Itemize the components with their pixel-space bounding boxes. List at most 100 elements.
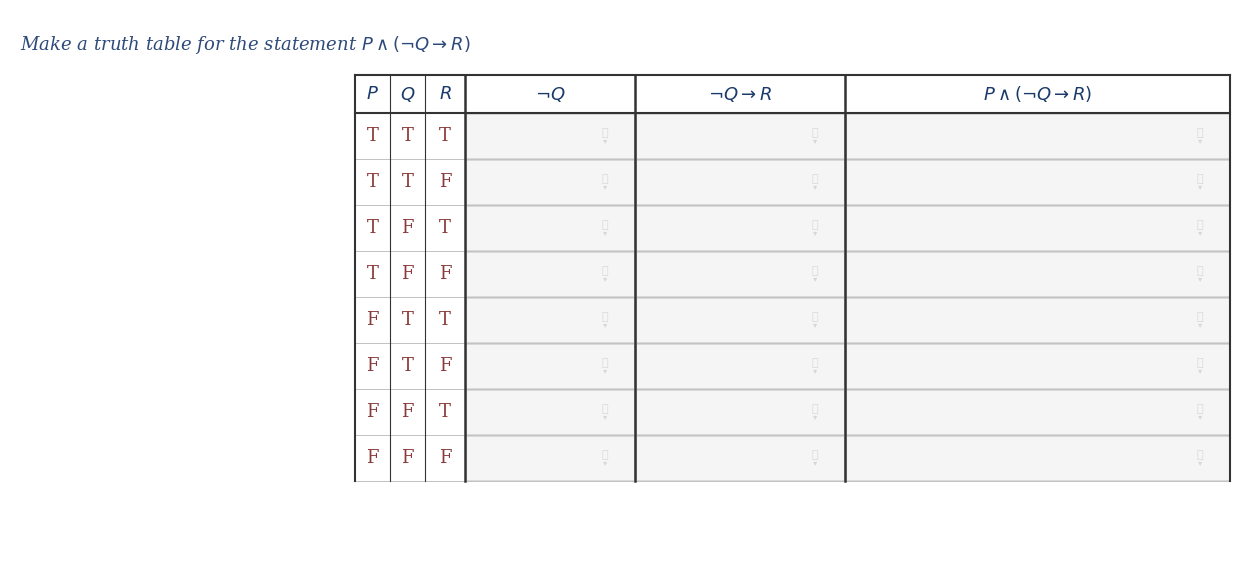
Text: T: T [439, 127, 450, 145]
Text: T: T [367, 173, 378, 191]
Bar [636, 252, 843, 296]
Text: ▾: ▾ [1198, 275, 1202, 283]
Text: 🖊: 🖊 [811, 404, 819, 414]
Text: ▾: ▾ [1198, 367, 1202, 376]
Text: F: F [439, 173, 452, 191]
Text: T: T [439, 311, 450, 329]
Text: 🖊: 🖊 [1197, 128, 1203, 138]
Bar [355, 75, 1230, 481]
Text: ▾: ▾ [812, 136, 817, 145]
Bar [636, 436, 843, 480]
Text: ▾: ▾ [603, 136, 607, 145]
Text: ▾: ▾ [603, 229, 607, 238]
Text: ▾: ▾ [812, 320, 817, 329]
Bar [846, 390, 1229, 434]
Text: F: F [402, 449, 414, 467]
Text: ▾: ▾ [812, 275, 817, 283]
Bar [636, 114, 843, 158]
Text: 🖊: 🖊 [811, 358, 819, 368]
Bar [466, 206, 634, 250]
Text: F: F [402, 219, 414, 237]
Text: F: F [439, 449, 452, 467]
Text: ▾: ▾ [812, 182, 817, 192]
Text: F: F [366, 449, 378, 467]
Text: 🖊: 🖊 [602, 450, 608, 460]
Text: ▾: ▾ [1198, 458, 1202, 467]
Text: 🖊: 🖊 [811, 174, 819, 184]
Bar [466, 344, 634, 388]
Bar [636, 298, 843, 342]
Text: ▾: ▾ [812, 458, 817, 467]
Text: 🖊: 🖊 [602, 128, 608, 138]
Bar [355, 75, 1230, 113]
Bar [466, 252, 634, 296]
Bar [636, 390, 843, 434]
Text: ▾: ▾ [1198, 136, 1202, 145]
Bar [466, 114, 634, 158]
Text: 🖊: 🖊 [1197, 174, 1203, 184]
Text: 🖊: 🖊 [602, 266, 608, 276]
Text: ▾: ▾ [603, 275, 607, 283]
Text: 🖊: 🖊 [602, 220, 608, 230]
Text: F: F [366, 311, 378, 329]
Bar [466, 390, 634, 434]
Bar [846, 252, 1229, 296]
Text: T: T [439, 219, 450, 237]
Text: 🖊: 🖊 [1197, 450, 1203, 460]
Text: ▾: ▾ [1198, 229, 1202, 238]
Text: ▾: ▾ [812, 413, 817, 421]
Text: ▾: ▾ [1198, 182, 1202, 192]
Text: ▾: ▾ [603, 182, 607, 192]
Text: F: F [366, 357, 378, 375]
Bar [846, 206, 1229, 250]
Text: 🖊: 🖊 [811, 312, 819, 322]
Text: 🖊: 🖊 [602, 404, 608, 414]
Text: F: F [402, 403, 414, 421]
Bar [846, 436, 1229, 480]
Text: ▾: ▾ [1198, 413, 1202, 421]
Text: 🖊: 🖊 [811, 266, 819, 276]
Bar [636, 160, 843, 204]
Text: ▾: ▾ [1198, 320, 1202, 329]
Bar [636, 206, 843, 250]
Text: $R$: $R$ [439, 85, 452, 103]
Text: ▾: ▾ [603, 320, 607, 329]
Text: Make a truth table for the statement $P \wedge (\neg Q \rightarrow R)$: Make a truth table for the statement $P … [20, 34, 470, 56]
Text: $\neg Q \rightarrow R$: $\neg Q \rightarrow R$ [708, 84, 773, 104]
Text: T: T [439, 403, 450, 421]
Text: F: F [402, 265, 414, 283]
Text: ▾: ▾ [603, 413, 607, 421]
Text: 🖊: 🖊 [811, 450, 819, 460]
Text: 🖊: 🖊 [811, 220, 819, 230]
Text: F: F [439, 357, 452, 375]
Bar [636, 344, 843, 388]
Bar [846, 298, 1229, 342]
Bar [466, 160, 634, 204]
Bar [466, 298, 634, 342]
Text: $Q$: $Q$ [399, 84, 415, 104]
Text: 🖊: 🖊 [1197, 312, 1203, 322]
Text: ▾: ▾ [812, 367, 817, 376]
Text: 🖊: 🖊 [1197, 266, 1203, 276]
Text: T: T [367, 219, 378, 237]
Text: 🖊: 🖊 [1197, 404, 1203, 414]
Text: $P$: $P$ [366, 85, 379, 103]
Text: 🖊: 🖊 [602, 358, 608, 368]
Text: ▾: ▾ [812, 229, 817, 238]
Bar [846, 160, 1229, 204]
Text: 🖊: 🖊 [1197, 220, 1203, 230]
Text: T: T [367, 265, 378, 283]
Text: 🖊: 🖊 [1197, 358, 1203, 368]
Text: F: F [439, 265, 452, 283]
Text: 🖊: 🖊 [602, 312, 608, 322]
Text: T: T [402, 127, 413, 145]
Text: ▾: ▾ [603, 367, 607, 376]
Text: T: T [367, 127, 378, 145]
Text: T: T [402, 357, 413, 375]
Text: 🖊: 🖊 [811, 128, 819, 138]
Text: $P \wedge (\neg Q \rightarrow R)$: $P \wedge (\neg Q \rightarrow R)$ [983, 84, 1092, 104]
Bar [846, 114, 1229, 158]
Bar [466, 436, 634, 480]
Text: ▾: ▾ [603, 458, 607, 467]
Bar [846, 344, 1229, 388]
